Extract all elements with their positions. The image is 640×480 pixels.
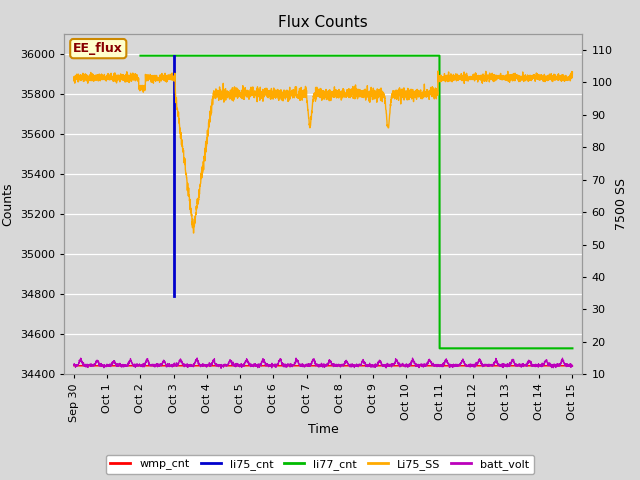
Title: Flux Counts: Flux Counts — [278, 15, 368, 30]
X-axis label: Time: Time — [308, 423, 339, 436]
Y-axis label: 7500 SS: 7500 SS — [615, 178, 628, 230]
Y-axis label: Counts: Counts — [1, 182, 14, 226]
Text: EE_flux: EE_flux — [74, 42, 124, 55]
Legend: wmp_cnt, li75_cnt, li77_cnt, Li75_SS, batt_volt: wmp_cnt, li75_cnt, li77_cnt, Li75_SS, ba… — [106, 455, 534, 474]
